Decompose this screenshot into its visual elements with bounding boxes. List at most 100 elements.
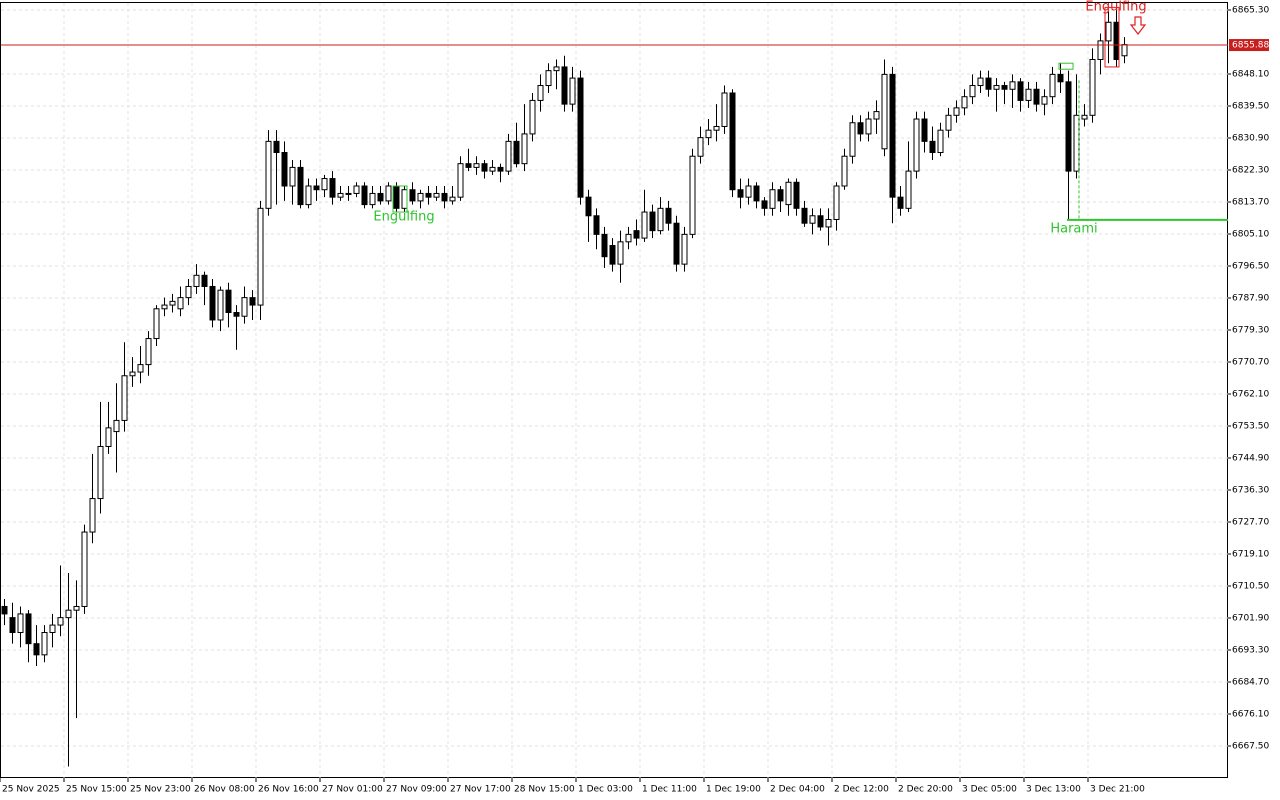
candle-body: [177, 297, 184, 310]
candle-body: [113, 419, 120, 433]
candle-body: [1057, 73, 1064, 83]
candle-body: [657, 207, 664, 232]
candle-body: [1049, 73, 1056, 98]
candle-body: [17, 613, 24, 634]
x-tick-label: 2 Dec 20:00: [898, 785, 953, 795]
x-tick-label: 26 Nov 08:00: [194, 785, 255, 795]
y-tick-label: 6684.70: [1232, 678, 1269, 688]
candle-body: [881, 73, 888, 150]
candle-body: [705, 129, 712, 139]
y-tick-label: 6770.70: [1232, 358, 1269, 368]
candle-body: [521, 133, 528, 165]
pattern-label: Harami: [1050, 222, 1097, 237]
candle-body: [889, 73, 896, 198]
candle-body: [1081, 114, 1088, 120]
candle-body: [425, 192, 432, 198]
y-tick-label: 6805.10: [1232, 230, 1269, 240]
candle-body: [529, 99, 536, 135]
candle-body: [969, 85, 976, 98]
candle-body: [137, 364, 144, 373]
candle-body: [233, 312, 240, 317]
candle-body: [353, 185, 360, 194]
y-tick-label: 6787.90: [1232, 294, 1269, 304]
candle-body: [121, 375, 128, 421]
candle-body: [265, 140, 272, 209]
candle-body: [49, 624, 56, 634]
y-tick-label: 6676.10: [1232, 710, 1269, 720]
candle-body: [457, 163, 464, 198]
x-tick-label: 28 Nov 15:00: [514, 785, 575, 795]
candle-body: [129, 371, 136, 377]
y-tick-label: 6736.30: [1232, 486, 1269, 496]
candle-body: [673, 222, 680, 265]
candle-body: [1025, 88, 1032, 101]
candle-body: [1097, 40, 1104, 60]
candle-body: [241, 297, 248, 317]
candle-body: [897, 196, 904, 209]
candle-body: [873, 111, 880, 120]
candle-body: [401, 189, 408, 209]
candle-body: [385, 185, 392, 202]
candle-body: [545, 70, 552, 87]
candle-body: [377, 192, 384, 202]
candle-body: [769, 189, 776, 209]
candle-body: [105, 427, 112, 447]
y-tick-label: 6762.10: [1232, 390, 1269, 400]
candle-body: [753, 185, 760, 202]
candle-body: [553, 66, 560, 72]
current-price-box: [1229, 39, 1269, 52]
y-tick-label: 6848.10: [1232, 70, 1269, 80]
y-tick-label: 6796.50: [1232, 262, 1269, 272]
x-tick-label: 27 Nov 17:00: [450, 785, 511, 795]
candle-body: [281, 152, 288, 187]
current-price-label: 6855.88: [1232, 41, 1269, 51]
candle-body: [993, 85, 1000, 90]
y-tick-label: 6839.50: [1232, 102, 1269, 112]
candle-body: [937, 129, 944, 154]
candle-body: [1089, 58, 1096, 116]
candle-body: [577, 77, 584, 198]
candle-body: [25, 613, 32, 645]
candle-body: [633, 230, 640, 239]
candle-body: [1041, 96, 1048, 105]
candle-body: [641, 211, 648, 239]
y-tick-label: 6710.50: [1232, 582, 1269, 592]
x-tick-label: 2 Dec 12:00: [834, 785, 889, 795]
candle-body: [561, 66, 568, 105]
candle-body: [625, 233, 632, 243]
candle-body: [857, 122, 864, 135]
candle-body: [513, 140, 520, 165]
candle-body: [1033, 88, 1040, 105]
x-tick-label: 3 Dec 05:00: [962, 785, 1017, 795]
y-tick-label: 6779.30: [1232, 326, 1269, 336]
candle-body: [833, 185, 840, 220]
y-tick-label: 6830.90: [1232, 134, 1269, 144]
x-tick-label: 27 Nov 09:00: [386, 785, 447, 795]
candle-body: [601, 233, 608, 258]
candle-body: [145, 338, 152, 366]
candle-body: [745, 185, 752, 198]
candle-body: [361, 185, 368, 206]
candle-body: [329, 178, 336, 198]
candle-body: [345, 192, 352, 195]
candle-body: [729, 92, 736, 191]
x-tick-label: 25 Nov 2025: [2, 785, 60, 795]
candle-body: [369, 192, 376, 206]
candle-body: [985, 77, 992, 90]
candle-body: [97, 445, 104, 500]
candle-body: [689, 155, 696, 235]
y-tick-label: 6813.70: [1232, 198, 1269, 208]
candle-body: [1105, 21, 1112, 42]
candle-body: [825, 218, 832, 228]
candle-body: [409, 189, 416, 202]
candle-body: [761, 200, 768, 209]
y-tick-label: 6744.90: [1232, 454, 1269, 464]
candle-body: [697, 137, 704, 157]
x-tick-label: 2 Dec 04:00: [770, 785, 825, 795]
candle-body: [297, 166, 304, 206]
y-tick-label: 6667.50: [1232, 742, 1269, 752]
candle-body: [209, 285, 216, 321]
candle-body: [905, 170, 912, 209]
candle-body: [921, 118, 928, 142]
x-tick-label: 26 Nov 16:00: [258, 785, 319, 795]
